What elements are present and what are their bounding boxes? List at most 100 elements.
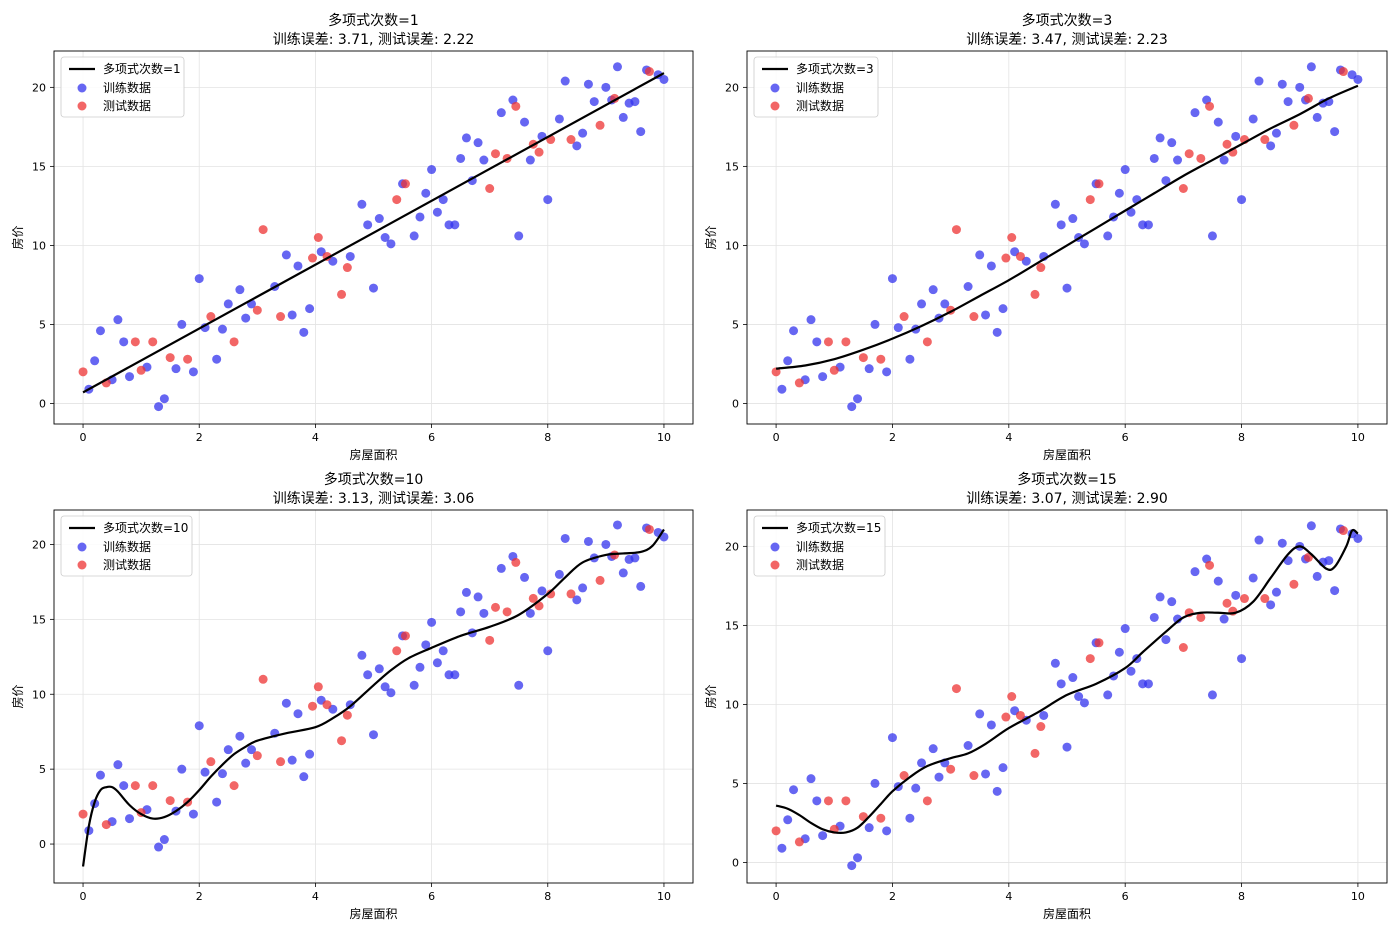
train-point [612,62,622,72]
test-point [922,796,932,806]
train-point [287,310,297,320]
test-point [566,589,576,599]
test-point [148,337,158,347]
subplot-subtitle: 训练误差: 3.07, 测试误差: 2.90 [966,491,1168,507]
train-point [363,220,373,230]
train-point [1149,612,1159,622]
train-point [357,650,367,660]
train-point [432,658,442,668]
legend-train-swatch [77,542,87,552]
train-point [789,326,799,336]
test-point [1178,184,1188,194]
test-point [1196,612,1206,622]
test-point [1036,263,1046,273]
test-point [1007,233,1017,242]
legend-box [60,515,193,577]
test-point [1260,594,1270,604]
x-tick-label: 0 [80,890,87,903]
test-point [342,263,352,273]
train-point [1207,231,1217,241]
legend-fit-label: 多项式次数=15 [796,520,881,535]
train-point [1068,673,1078,683]
train-point [456,607,466,617]
legend-test-swatch [77,560,87,570]
train-point [421,188,431,198]
train-point [560,533,570,543]
train-point [345,251,355,261]
test-point [313,682,323,692]
x-tick-label: 10 [657,431,671,444]
test-point [1222,139,1232,149]
y-tick-label: 0 [39,397,46,410]
train-point [887,274,897,284]
y-tick-label: 20 [725,81,739,94]
train-point [777,843,787,853]
train-point [1295,82,1305,92]
train-point [986,720,996,730]
train-point [1161,176,1171,186]
train-point [1190,567,1200,577]
test-point [1260,135,1270,145]
train-point [864,823,874,833]
axes-frame [53,50,694,425]
train-point [427,617,437,627]
legend-train-label: 训练数据 [103,80,151,95]
train-point [171,364,181,374]
train-point [450,220,460,230]
fit-curve [81,528,665,867]
test-point [534,147,544,157]
x-tick-label: 4 [1005,890,1012,903]
legend-train-label: 训练数据 [796,539,844,554]
test-point [322,700,332,710]
test-point [841,796,851,806]
test-point [502,607,512,617]
train-point [1062,283,1072,293]
subplot-title: 多项式次数=15 [1017,471,1117,488]
train-point [90,356,100,366]
train-point [1213,117,1223,127]
train-point [636,127,646,137]
x-tick-label: 8 [544,431,551,444]
train-point [1306,521,1316,531]
legend-train-label: 训练数据 [103,539,151,554]
train-point [217,769,227,779]
train-point [618,568,628,578]
train-point [119,781,129,791]
x-tick-label: 8 [1238,431,1245,444]
test-point [511,557,521,567]
test-point [229,337,239,347]
test-point [1094,179,1104,189]
train-point [864,364,874,374]
test-point [1094,638,1104,648]
test-point [229,781,239,791]
fit-curve [82,72,665,394]
y-tick-label: 5 [39,318,46,331]
train-point [427,165,437,175]
x-tick-label: 6 [1122,431,1129,444]
y-tick-label: 5 [732,318,739,331]
test-point [823,337,833,347]
train-point [235,731,245,741]
test-point [148,781,158,791]
train-point [1114,188,1124,198]
train-point [963,281,973,291]
train-point [1353,74,1363,84]
train-point [583,536,593,546]
train-point [572,595,582,605]
y-tick-label: 10 [32,688,46,701]
train-point [1237,654,1247,664]
test-point [546,589,556,599]
subplot-title: 多项式次数=10 [324,471,424,488]
train-point [386,239,396,249]
test-point [276,312,286,322]
train-point [981,769,991,779]
train-point [1103,231,1113,241]
train-point [589,97,599,107]
train-point [95,326,105,336]
train-point [479,155,489,165]
subplot-subtitle: 训练误差: 3.71, 测试误差: 2.22 [273,32,475,48]
train-point [1155,592,1165,602]
test-point [829,365,839,375]
train-point [1231,131,1241,141]
train-point [217,324,227,334]
